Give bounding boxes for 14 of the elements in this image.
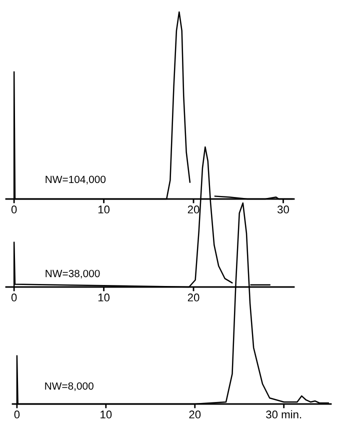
x-tick-label: 20 — [188, 294, 200, 302]
x-tick-label: 0 — [14, 410, 20, 418]
x-tick-label: 10 — [100, 410, 112, 418]
annotation: NW=104,000 — [46, 176, 106, 184]
x-tick-label: 0 — [11, 206, 17, 214]
annotation: NW=8,000 — [45, 382, 94, 391]
x-tick-label: 30 min. — [266, 410, 302, 418]
x-tick-label: 0 — [11, 294, 17, 302]
x-tick-label: 30 — [277, 206, 289, 214]
x-tick-label: 10 — [98, 294, 110, 302]
x-tick-label: 20 — [189, 410, 201, 418]
x-tick-label: 10 — [98, 206, 110, 214]
annotation: NW=38,000 — [46, 270, 100, 278]
x-tick-label: 20 — [188, 206, 200, 214]
